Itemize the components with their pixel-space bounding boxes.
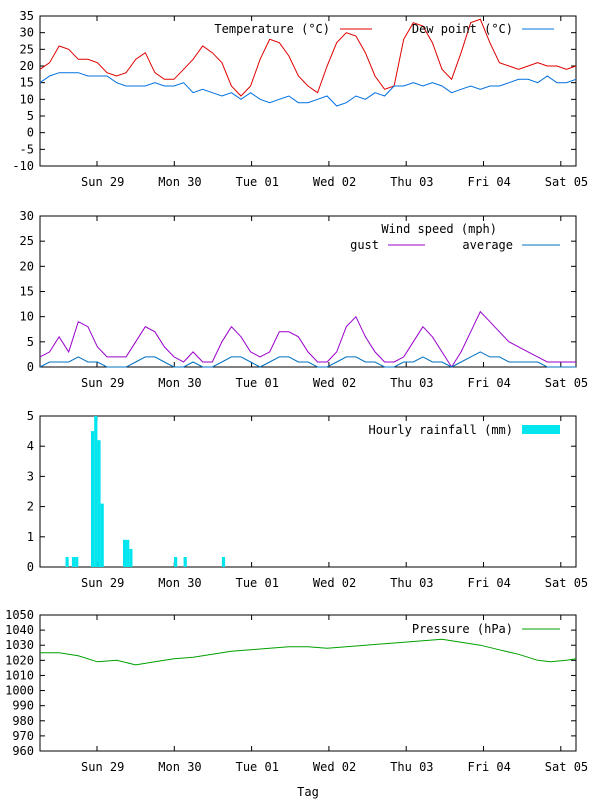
y-tick-label: 4: [27, 439, 34, 453]
rainfall-bar: [183, 557, 187, 567]
rainfall-bar: [126, 539, 130, 567]
legend-label: gust: [350, 238, 379, 252]
series-line-1: [40, 638, 577, 666]
x-tick-label: Tue 01: [236, 760, 279, 774]
y-tick-label: 15: [20, 76, 34, 90]
x-tick-label: Tue 01: [236, 175, 279, 189]
y-tick-label: 1020: [5, 653, 34, 667]
y-tick-label: 10: [20, 310, 34, 324]
rainfall-bar: [75, 557, 79, 567]
x-tick-label: Tue 01: [236, 576, 279, 590]
x-tick-label: Wed 02: [313, 175, 356, 189]
y-tick-label: 0: [27, 126, 34, 140]
rainfall-bar: [91, 431, 95, 567]
y-tick-label: 30: [20, 209, 34, 223]
rainfall-bar: [123, 539, 127, 567]
y-tick-label: 1: [27, 530, 34, 544]
legend-label: Pressure (hPa): [412, 622, 513, 636]
y-tick-label: 970: [12, 729, 34, 743]
chart-panel-1: -10 -5 0 5 10 15 20 25 30 35 Sun 29 Mon 30 Tue 01 Wed…: [12, 9, 588, 189]
y-tick-label: 5: [27, 335, 34, 349]
rainfall-bar: [129, 548, 133, 567]
chart-title: Wind speed (mph): [381, 222, 497, 236]
chart-panel-3: 0 1 2 3 4 5 Sun 29 Mon 30 Tue 01 Wed 02 Thu 03 Fri …: [27, 409, 588, 590]
series-line-2: [39, 351, 576, 368]
legend-label: Dew point (°C): [412, 22, 513, 36]
x-tick-label: Thu 03: [390, 760, 433, 774]
x-tick-label: Sun 29: [81, 760, 124, 774]
x-tick-label: Thu 03: [390, 576, 433, 590]
y-tick-label: 10: [20, 92, 34, 106]
y-tick-label: 980: [12, 714, 34, 728]
y-tick-label: -10: [12, 159, 34, 173]
plot-frame: [39, 15, 577, 167]
y-tick-label: 960: [12, 744, 34, 758]
y-tick-label: 1010: [5, 668, 34, 682]
x-tick-label: Sat 05: [545, 175, 588, 189]
x-tick-label: Thu 03: [390, 376, 433, 390]
x-tick-label: Wed 02: [313, 760, 356, 774]
y-tick-label: 1050: [5, 608, 34, 622]
legend-swatch: [522, 425, 560, 434]
rainfall-bar: [174, 557, 178, 567]
y-tick-label: 1000: [5, 684, 34, 698]
legend-label: average: [462, 238, 513, 252]
y-tick-label: 3: [27, 469, 34, 483]
x-tick-label: Sat 05: [545, 576, 588, 590]
plot-frame: [39, 415, 577, 568]
legend-label: Temperature (°C): [214, 22, 330, 36]
x-tick-label: Wed 02: [313, 576, 356, 590]
y-tick-label: 5: [27, 109, 34, 123]
legend-label: Hourly rainfall (mm): [369, 423, 514, 437]
y-tick-label: 30: [20, 26, 34, 40]
x-tick-label: Mon 30: [158, 760, 201, 774]
y-tick-label: 0: [27, 360, 34, 374]
x-tick-label: Fri 04: [468, 576, 511, 590]
y-tick-label: 15: [20, 285, 34, 299]
y-tick-label: 1040: [5, 623, 34, 637]
rainfall-bar: [221, 557, 226, 567]
series-line-2: [39, 72, 577, 107]
plot-frame: [39, 614, 577, 752]
series-line-1: [39, 18, 577, 97]
x-tick-label: Sat 05: [545, 760, 588, 774]
rainfall-bar: [65, 557, 69, 567]
y-tick-label: 5: [27, 409, 34, 423]
rainfall-bar: [100, 503, 104, 567]
y-tick-label: 35: [20, 9, 34, 23]
y-tick-label: 25: [20, 42, 34, 56]
y-tick-label: 20: [20, 259, 34, 273]
x-tick-label: Sat 05: [545, 376, 588, 390]
x-tick-label: Fri 04: [468, 760, 511, 774]
x-tick-label: Mon 30: [158, 376, 201, 390]
x-tick-label: Sun 29: [81, 576, 124, 590]
rainfall-bar: [97, 440, 101, 567]
chart-panel-2: 0 5 10 15 20 25 30 Sun 29 Mon 30 Tue 01 Wed 02 Thu …: [20, 209, 589, 390]
y-tick-label: -5: [20, 142, 34, 156]
y-tick-label: 0: [27, 560, 34, 574]
y-tick-label: 20: [20, 59, 34, 73]
x-tick-label: Tue 01: [236, 376, 279, 390]
x-axis-title: Tag: [297, 785, 319, 799]
x-tick-label: Thu 03: [390, 175, 433, 189]
x-tick-label: Mon 30: [158, 576, 201, 590]
y-tick-label: 25: [20, 234, 34, 248]
x-tick-label: Sun 29: [81, 376, 124, 390]
y-tick-label: 1030: [5, 638, 34, 652]
x-tick-label: Sun 29: [81, 175, 124, 189]
y-tick-label: 2: [27, 500, 34, 514]
x-tick-label: Fri 04: [468, 376, 511, 390]
y-tick-label: 990: [12, 699, 34, 713]
x-tick-label: Wed 02: [313, 376, 356, 390]
series-line-1: [39, 310, 576, 368]
x-tick-label: Fri 04: [468, 175, 511, 189]
rainfall-bar: [94, 416, 98, 567]
x-tick-label: Mon 30: [158, 175, 201, 189]
rainfall-bar: [71, 557, 76, 567]
